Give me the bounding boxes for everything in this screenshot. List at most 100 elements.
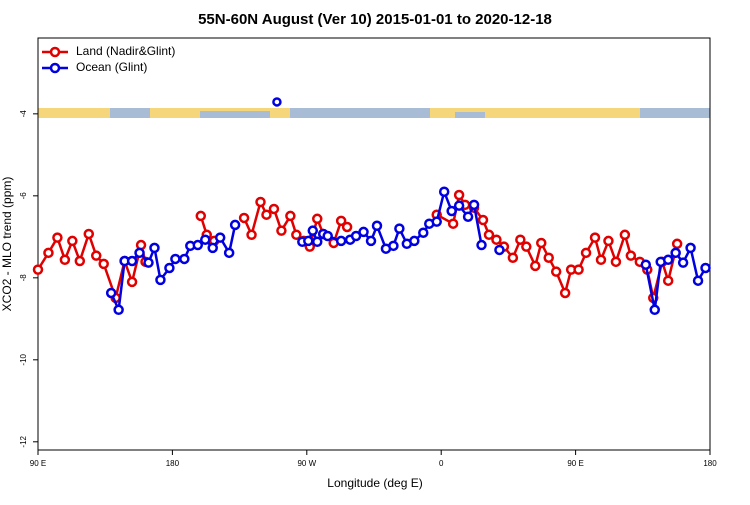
data-point [90,250,102,261]
x-tick-label: 90 E [30,459,46,468]
series-line [36,230,147,303]
data-point [530,260,541,272]
legend-marker [49,62,61,74]
isolated-point [272,97,282,107]
data-point [229,219,241,231]
x-tick-label: 90 W [297,459,316,468]
data-point [394,223,405,234]
data-point [74,255,86,267]
data-point [126,255,138,267]
data-point [246,229,257,241]
x-tick-label: 0 [439,459,444,468]
map-strip [38,108,710,118]
data-point [603,235,614,247]
legend-label: Ocean (Glint) [76,60,147,74]
data-point [685,242,696,254]
data-point [550,266,562,277]
data-point [700,262,711,274]
data-point [291,229,302,241]
data-point [476,239,487,251]
x-tick-label: 90 E [567,459,583,468]
data-point [170,253,181,265]
data-point [261,209,272,220]
data-point [515,234,526,245]
data-point [276,225,287,236]
data-point [192,239,204,251]
data-point [200,234,211,245]
data-point [268,203,280,215]
y-tick-label: -12 [19,435,28,447]
data-point [350,230,362,242]
x-axis-label: Longitude (deg E) [327,476,422,490]
data-point [335,235,347,247]
data-point [409,235,420,247]
y-tick-label: -6 [19,192,28,200]
data-point [619,229,631,241]
data-point [312,236,323,247]
data-point [358,226,369,238]
data-point [365,235,377,247]
data-point [214,232,226,243]
data-point [477,214,489,226]
y-tick-label: -4 [19,110,28,118]
data-point [670,247,681,259]
data-point [341,221,353,233]
data-point [483,229,495,241]
data-point [179,253,190,265]
data-point [371,220,383,232]
data-point [521,241,532,252]
data-point [662,254,674,266]
data-point [462,211,474,222]
y-axis-label: XCO2 - MLO trend (ppm) [0,177,14,312]
data-point [126,276,138,288]
data-point [580,247,592,259]
legend-label: Land (Nadir&Glint) [76,44,175,58]
data-point [285,210,296,222]
data-point [589,232,601,243]
data-point [207,242,218,254]
data-point [453,189,465,201]
data-point [223,247,235,259]
data-point [446,205,457,217]
data-point [134,247,145,259]
data-point [536,237,547,249]
data-point [105,287,117,299]
data-point [595,254,607,266]
data-point [468,199,480,211]
data-point [491,234,502,245]
data-point [692,275,704,286]
data-point [143,257,154,268]
data-point [238,212,250,224]
data-point [307,225,319,236]
data-point [494,244,505,256]
data-point [98,258,109,270]
data-point [195,210,207,222]
data-point [573,264,584,275]
data-point [671,238,683,250]
data-point [677,257,689,268]
data-point [322,230,333,242]
data-point [649,304,660,316]
data-point [610,256,622,268]
data-point [59,254,71,266]
data-point [149,242,160,254]
data-point [67,235,78,247]
y-tick-label: -10 [19,353,28,365]
data-point [418,227,429,238]
plot-frame [37,37,711,451]
data-point [388,240,399,252]
data-point [559,287,571,299]
data-point [447,218,459,229]
data-point [255,196,266,208]
data-point [43,247,54,259]
x-tick-label: 180 [166,459,180,468]
data-point [453,200,465,211]
x-tick-label: 180 [703,459,717,468]
data-point [625,250,637,261]
data-point [438,186,450,197]
data-point [155,274,166,286]
data-point [32,264,44,275]
data-point [662,275,674,286]
data-point [52,232,63,243]
